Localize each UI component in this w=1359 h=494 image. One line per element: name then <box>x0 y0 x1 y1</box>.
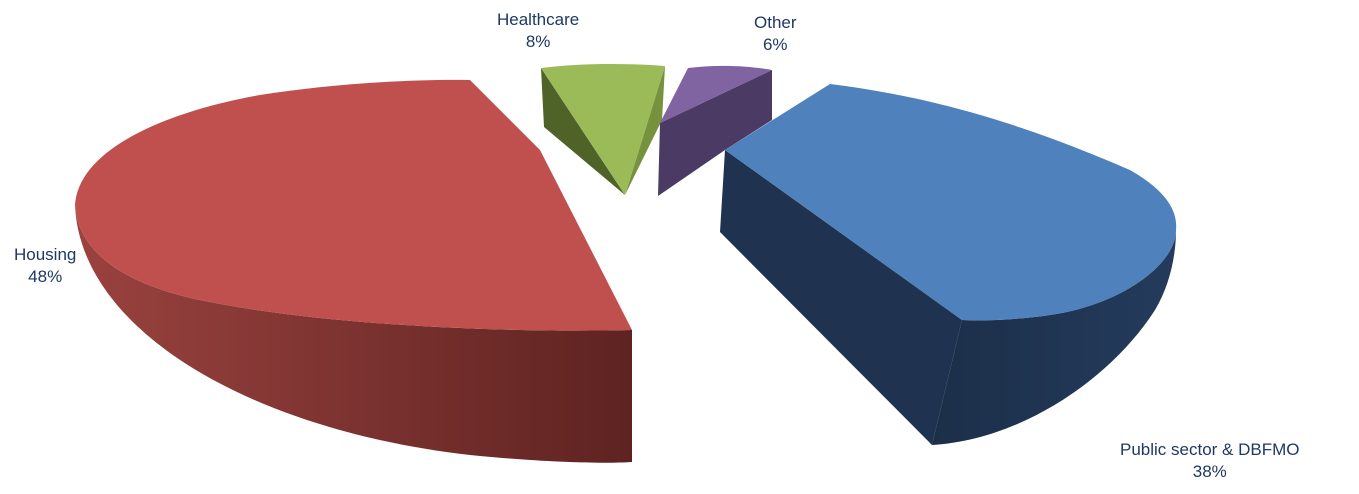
label-public-sector-value: 38% <box>1192 462 1227 481</box>
label-housing: Housing 48% <box>14 244 76 288</box>
label-healthcare: Healthcare 8% <box>497 9 579 53</box>
slice-housing <box>75 79 632 463</box>
label-housing-name: Housing <box>14 245 77 264</box>
slice-public-sector-left-side <box>720 150 962 445</box>
label-public-sector: Public sector & DBFMO 38% <box>1120 439 1300 483</box>
slice-healthcare <box>541 63 665 196</box>
slice-other-top <box>660 65 772 123</box>
slice-public-sector <box>720 84 1177 445</box>
slice-other-side <box>658 70 772 196</box>
slice-healthcare-top <box>541 63 665 196</box>
label-other-value: 6% <box>762 35 788 54</box>
slice-housing-top <box>75 79 632 331</box>
slice-public-sector-outer-side <box>932 230 1176 445</box>
slice-public-sector-top <box>725 84 1177 321</box>
slice-housing-side <box>75 205 632 463</box>
label-other: Other 6% <box>754 12 797 56</box>
label-healthcare-value: 8% <box>525 32 551 51</box>
label-public-sector-name: Public sector & DBFMO <box>1120 440 1300 459</box>
label-housing-value: 48% <box>28 267 63 286</box>
label-healthcare-name: Healthcare <box>497 10 580 29</box>
label-other-name: Other <box>754 13 797 32</box>
slice-other <box>658 65 772 196</box>
